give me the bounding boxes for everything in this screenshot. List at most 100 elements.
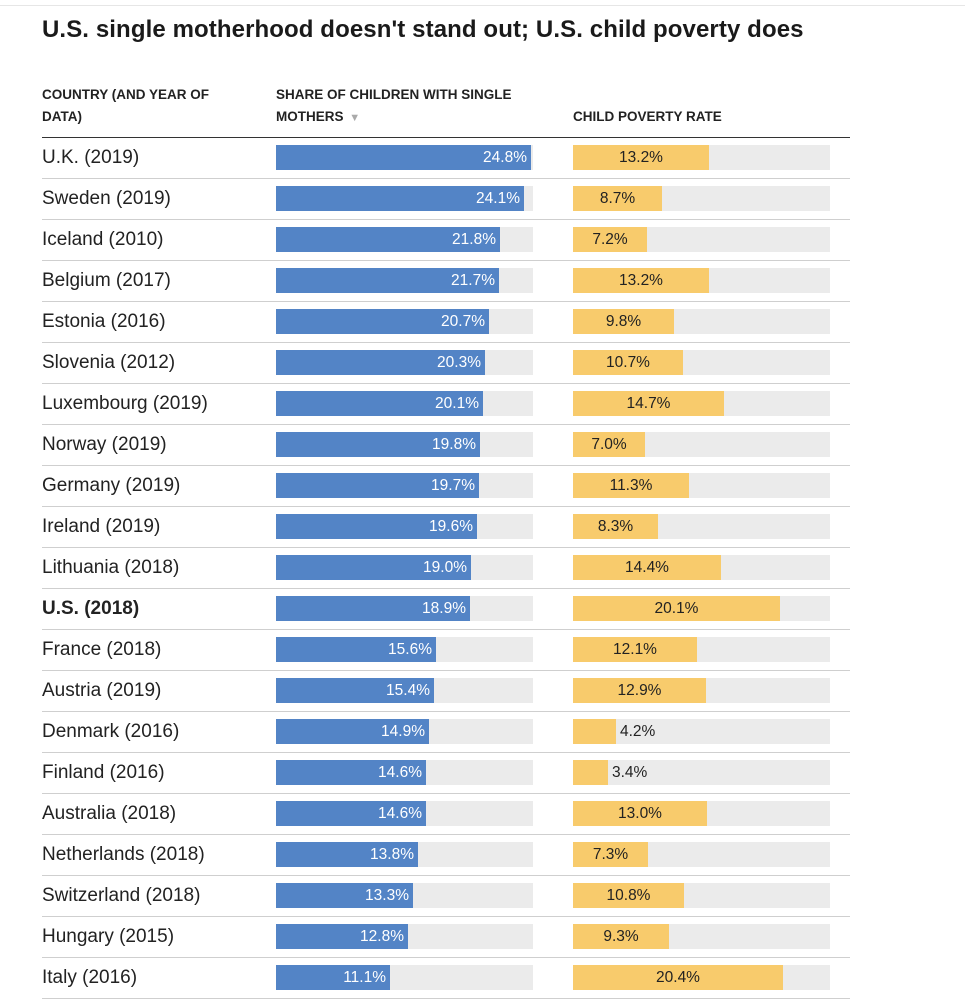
column-header-share[interactable]: SHARE OF CHILDREN WITH SINGLE MOTHERS ▼ (276, 84, 546, 129)
poverty-bar-track: 10.7% (573, 350, 830, 375)
country-label: Switzerland (2018) (42, 885, 201, 906)
country-label: Austria (2019) (42, 680, 162, 701)
poverty-bar (573, 391, 724, 416)
poverty-bar (573, 842, 648, 867)
poverty-value-label: 9.8% (605, 313, 642, 330)
share-bar-track: 11.1% (276, 965, 533, 990)
poverty-value-label: 12.9% (617, 682, 662, 699)
poverty-bar-track: 12.1% (573, 637, 830, 662)
country-label: Hungary (2015) (42, 926, 175, 947)
share-bar-track: 14.6% (276, 801, 533, 826)
poverty-bar (573, 514, 658, 539)
chart-title: U.S. single motherhood doesn't stand out… (42, 16, 804, 43)
share-bar (276, 801, 426, 826)
table-row: Estonia (2016) 20.7% 9.8% (42, 302, 850, 343)
table-row: Australia (2018) 14.6% 13.0% (42, 794, 850, 835)
poverty-bar-track: 9.3% (573, 924, 830, 949)
share-bar (276, 965, 390, 990)
share-value-label: 21.8% (452, 231, 496, 248)
share-bar (276, 596, 470, 621)
country-label: Germany (2019) (42, 475, 181, 496)
table-row: Belgium (2017) 21.7% 13.2% (42, 261, 850, 302)
poverty-bar (573, 637, 697, 662)
country-label: Denmark (2016) (42, 721, 180, 742)
share-bar (276, 637, 436, 662)
country-label: Italy (2016) (42, 967, 138, 988)
poverty-value-label: 13.0% (618, 805, 662, 822)
poverty-bar-track: 20.4% (573, 965, 830, 990)
table-row: Austria (2019) 15.4% 12.9% (42, 671, 850, 712)
table-row: Sweden (2019) 24.1% 8.7% (42, 179, 850, 220)
poverty-value-label: 20.4% (656, 969, 700, 986)
poverty-value-label: 14.4% (625, 559, 669, 576)
share-value-label: 19.6% (429, 518, 473, 535)
poverty-bar-track: 10.8% (573, 883, 830, 908)
share-bar-track: 19.7% (276, 473, 533, 498)
poverty-bar (573, 268, 709, 293)
share-value-label: 24.1% (476, 190, 520, 207)
share-bar-track: 20.3% (276, 350, 533, 375)
share-bar (276, 350, 485, 375)
poverty-value-label: 13.2% (619, 149, 663, 166)
share-bar-track: 20.1% (276, 391, 533, 416)
country-label: Finland (2016) (42, 762, 165, 783)
poverty-value-label: 10.7% (606, 354, 650, 371)
poverty-bar-track: 7.2% (573, 227, 830, 252)
poverty-bar-track: 8.3% (573, 514, 830, 539)
poverty-value-label: 11.3% (609, 477, 653, 494)
share-value-label: 14.6% (378, 805, 422, 822)
share-bar-track: 24.1% (276, 186, 533, 211)
share-bar-track: 21.8% (276, 227, 533, 252)
poverty-bar-track: 13.0% (573, 801, 830, 826)
poverty-bar-track: 20.1% (573, 596, 830, 621)
country-label: Belgium (2017) (42, 270, 171, 291)
country-label: U.K. (2019) (42, 147, 140, 168)
poverty-bar-track: 13.2% (573, 145, 830, 170)
country-label: Netherlands (2018) (42, 844, 205, 865)
country-label: Australia (2018) (42, 803, 177, 824)
poverty-value-label: 20.1% (654, 600, 699, 617)
share-bar-track: 19.8% (276, 432, 533, 457)
table-row: Lithuania (2018) 19.0% 14.4% (42, 548, 850, 589)
share-bar (276, 719, 429, 744)
column-header-poverty: CHILD POVERTY RATE (573, 106, 833, 128)
poverty-bar (573, 678, 706, 703)
country-label: France (2018) (42, 639, 162, 660)
country-label: Luxembourg (2019) (42, 393, 208, 414)
poverty-bar-track: 3.4% (573, 760, 830, 785)
poverty-value-label: 14.7% (626, 395, 671, 412)
share-value-label: 21.7% (451, 272, 495, 289)
share-bar (276, 227, 500, 252)
country-label: Norway (2019) (42, 434, 167, 455)
share-bar-track: 13.3% (276, 883, 533, 908)
column-header-poverty-label: CHILD POVERTY RATE (573, 109, 722, 124)
poverty-bar (573, 760, 608, 785)
share-bar-track: 20.7% (276, 309, 533, 334)
country-label: Ireland (2019) (42, 516, 161, 537)
sort-descending-icon[interactable]: ▼ (349, 112, 361, 124)
share-value-label: 19.7% (431, 477, 475, 494)
share-value-label: 18.9% (422, 600, 466, 617)
poverty-bar (573, 555, 721, 580)
poverty-bar (573, 801, 707, 826)
poverty-bar-track: 12.9% (573, 678, 830, 703)
poverty-bar-track: 13.2% (573, 268, 830, 293)
share-bar-track: 14.6% (276, 760, 533, 785)
poverty-bar-track: 9.8% (573, 309, 830, 334)
poverty-bar (573, 965, 783, 990)
poverty-bar (573, 473, 689, 498)
poverty-bar-track: 14.4% (573, 555, 830, 580)
share-bar-track: 21.7% (276, 268, 533, 293)
table-row: Switzerland (2018) 13.3% 10.8% (42, 876, 850, 917)
share-bar (276, 309, 489, 334)
share-bar-track: 24.8% (276, 145, 533, 170)
share-bar (276, 883, 413, 908)
share-bar (276, 186, 524, 211)
poverty-bar (573, 719, 616, 744)
table-row: U.K. (2019) 24.8% 13.2% (42, 138, 850, 179)
share-bar (276, 555, 471, 580)
share-bar (276, 842, 418, 867)
table-row: Ireland (2019) 19.6% 8.3% (42, 507, 850, 548)
share-value-label: 14.9% (381, 723, 425, 740)
share-bar-track: 15.4% (276, 678, 533, 703)
